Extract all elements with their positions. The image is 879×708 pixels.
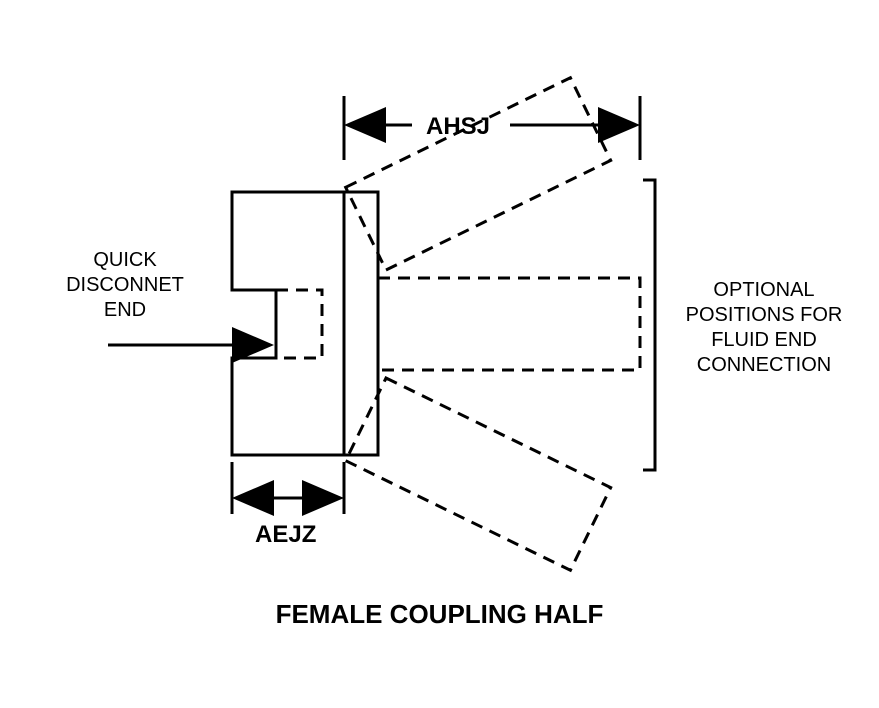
optional-positions-label: OPTIONAL POSITIONS FOR FLUID END CONNECT… (674, 278, 854, 378)
optional-bot-rect (346, 378, 611, 570)
coupling-body-outline (232, 192, 378, 455)
aejz-label: AEJZ (255, 520, 316, 550)
optional-top-rect (346, 78, 611, 270)
ahsj-label: AHSJ (426, 112, 490, 142)
diagram-title: FEMALE COUPLING HALF (0, 598, 879, 631)
inner-cavity-dashed (276, 290, 322, 358)
right-bracket (643, 180, 655, 470)
optional-mid-rect (378, 278, 640, 370)
quick-disconnect-label: QUICK DISCONNET END (50, 248, 200, 323)
diagram-container: QUICK DISCONNET END OPTIONAL POSITIONS F… (0, 0, 879, 708)
